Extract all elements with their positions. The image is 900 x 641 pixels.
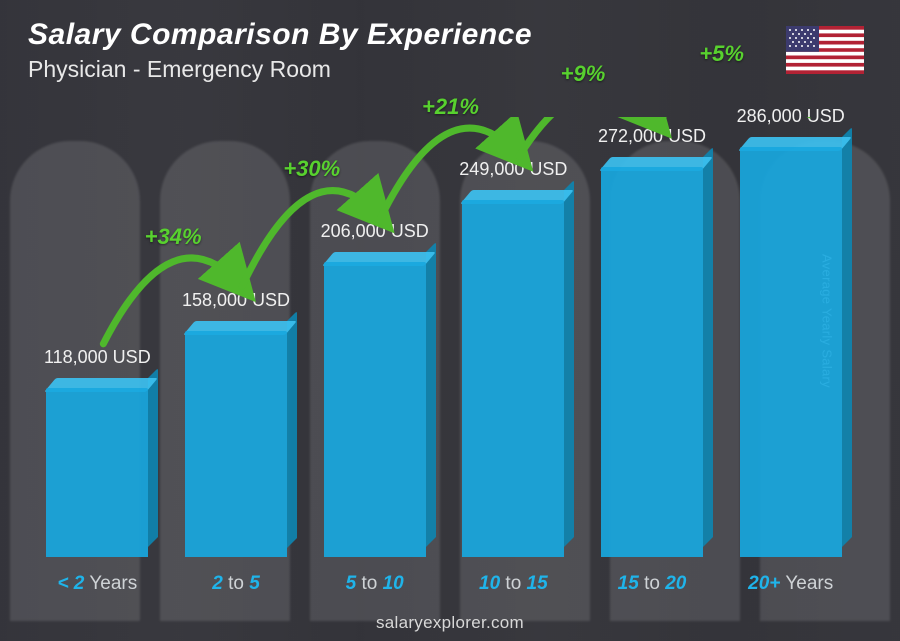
x-axis-label: 20+ Years (721, 573, 860, 595)
bar-value-label: 118,000 USD (17, 347, 177, 368)
arc-percent-label: +5% (699, 41, 744, 67)
bar (324, 262, 426, 557)
x-axis-labels: < 2 Years2 to 55 to 1010 to 1515 to 2020… (28, 573, 860, 595)
x-axis-label: 10 to 15 (444, 573, 583, 595)
header: Salary Comparison By Experience Physicia… (28, 18, 532, 83)
x-axis-label: 2 to 5 (167, 573, 306, 595)
bar-slot: 158,000 USD (167, 331, 306, 558)
x-axis-label: 15 to 20 (583, 573, 722, 595)
chart-title: Salary Comparison By Experience (28, 18, 532, 52)
bar-slot: 118,000 USD (28, 388, 167, 557)
bars-container: 118,000 USD158,000 USD206,000 USD249,000… (28, 117, 860, 557)
x-axis-label: 5 to 10 (305, 573, 444, 595)
bar (462, 200, 564, 557)
arc-percent-label: +34% (145, 224, 202, 250)
footer-attribution: salaryexplorer.com (0, 613, 900, 633)
bar (601, 167, 703, 557)
bar-value-label: 206,000 USD (295, 221, 455, 242)
bar (740, 147, 842, 557)
bar-slot: 249,000 USD (444, 200, 583, 557)
x-axis-label: < 2 Years (28, 573, 167, 595)
bar (185, 331, 287, 558)
bar-value-label: 249,000 USD (433, 159, 593, 180)
bar-value-label: 286,000 USD (711, 106, 871, 127)
bar-slot: 206,000 USD (305, 262, 444, 557)
bar-value-label: 158,000 USD (156, 290, 316, 311)
chart-area: 118,000 USD158,000 USD206,000 USD249,000… (28, 115, 860, 595)
bar-slot: 272,000 USD (583, 167, 722, 557)
arc-percent-label: +30% (283, 156, 340, 182)
arc-percent-label: +9% (561, 61, 606, 87)
bar-value-label: 272,000 USD (572, 126, 732, 147)
chart-subtitle: Physician - Emergency Room (28, 56, 532, 83)
bar-slot: 286,000 USD (721, 147, 860, 557)
arc-percent-label: +21% (422, 94, 479, 120)
bar (46, 388, 148, 557)
us-flag-icon (786, 26, 864, 79)
